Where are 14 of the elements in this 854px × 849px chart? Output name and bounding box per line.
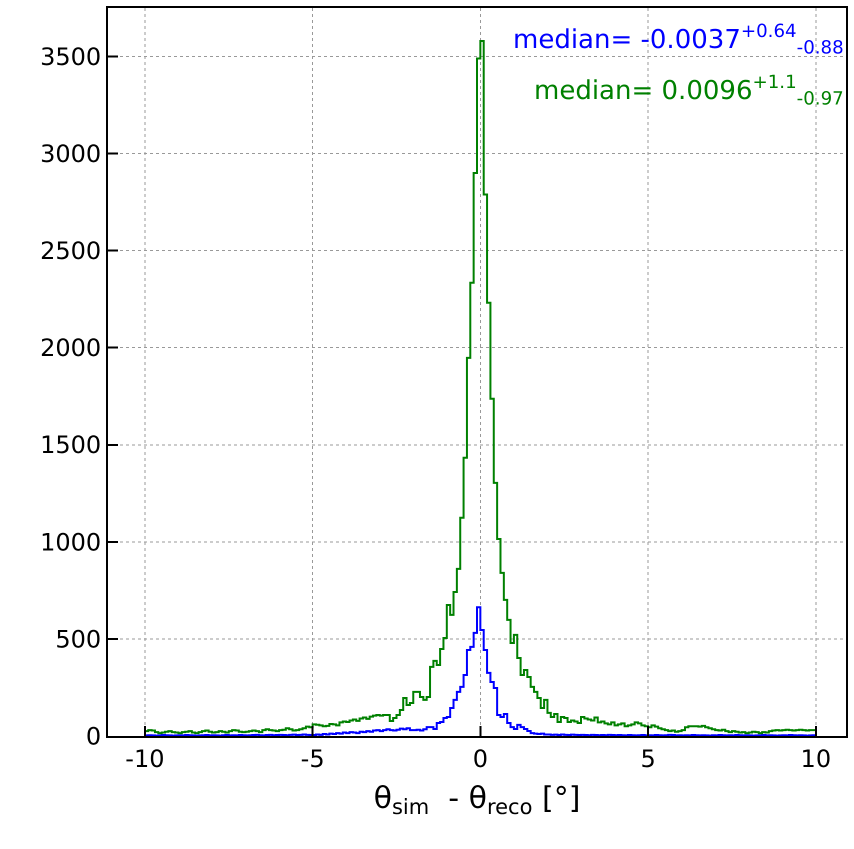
y-tick-label: 2500 (40, 237, 102, 266)
x-tick-label: 5 (640, 744, 656, 773)
x-tick-label: 10 (800, 744, 832, 773)
x-tick-label: -5 (300, 744, 325, 773)
y-tick-label: 0 (86, 722, 102, 750)
y-tick-label: 3000 (40, 140, 102, 168)
y-tick-label: 500 (55, 625, 102, 654)
y-tick-label: 2000 (40, 334, 102, 362)
y-tick-label: 1000 (40, 528, 102, 556)
x-tick-label: 0 (472, 744, 488, 773)
y-tick-label: 1500 (40, 431, 102, 460)
y-tick-label: 3500 (40, 42, 102, 71)
x-axis-title: θ$_{sim}$ - θ$_{reco}$ [°] (374, 780, 580, 820)
x-tick-label: -10 (125, 744, 164, 773)
